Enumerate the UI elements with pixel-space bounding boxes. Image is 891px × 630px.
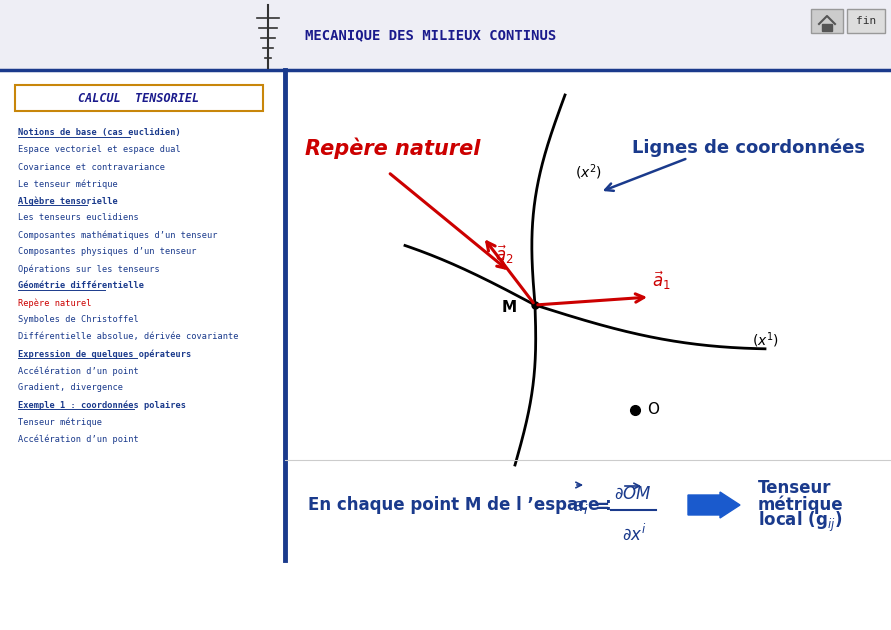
Text: $\partial OM$: $\partial OM$ xyxy=(614,485,651,503)
Text: Espace vectoriel et espace dual: Espace vectoriel et espace dual xyxy=(18,146,181,154)
Text: Covariance et contravariance: Covariance et contravariance xyxy=(18,163,165,171)
Text: En chaque point M de l ’espace :: En chaque point M de l ’espace : xyxy=(308,496,612,514)
Text: Accélération d’un point: Accélération d’un point xyxy=(18,366,139,375)
Text: Le tenseur métrique: Le tenseur métrique xyxy=(18,180,118,189)
Text: Lignes de coordonnées: Lignes de coordonnées xyxy=(632,139,865,158)
Text: Gradient, divergence: Gradient, divergence xyxy=(18,384,123,392)
Text: Composantes physiques d’un tenseur: Composantes physiques d’un tenseur xyxy=(18,248,197,256)
Text: O: O xyxy=(647,403,659,418)
Text: MECANIQUE DES MILIEUX CONTINUS: MECANIQUE DES MILIEUX CONTINUS xyxy=(305,28,556,42)
Text: $(x^2)$: $(x^2)$ xyxy=(575,162,602,182)
Text: fin: fin xyxy=(856,16,876,26)
Text: $\vec{a}_2$: $\vec{a}_2$ xyxy=(495,244,513,266)
Text: CALCUL  TENSORIEL: CALCUL TENSORIEL xyxy=(78,91,200,105)
Bar xyxy=(0,0,891,70)
Text: $(x^1)$: $(x^1)$ xyxy=(752,330,779,350)
Text: Tenseur: Tenseur xyxy=(758,479,831,497)
Text: métrique: métrique xyxy=(758,496,844,514)
Text: Tenseur métrique: Tenseur métrique xyxy=(18,417,102,427)
Text: Les tenseurs euclidiens: Les tenseurs euclidiens xyxy=(18,214,139,222)
Text: $\partial x^i$: $\partial x^i$ xyxy=(622,523,647,543)
Text: Exemple 1 : coordonnées polaires: Exemple 1 : coordonnées polaires xyxy=(18,400,186,410)
Text: $a_i$: $a_i$ xyxy=(572,498,588,516)
Text: Accélération d’un point: Accélération d’un point xyxy=(18,434,139,444)
Text: Composantes mathématiques d’un tenseur: Composantes mathématiques d’un tenseur xyxy=(18,230,217,240)
Text: =: = xyxy=(594,498,609,516)
Text: Notions de base (cas euclidien): Notions de base (cas euclidien) xyxy=(18,129,181,137)
FancyBboxPatch shape xyxy=(847,9,885,33)
Text: Différentielle absolue, dérivée covariante: Différentielle absolue, dérivée covarian… xyxy=(18,333,239,341)
Text: Repère naturel: Repère naturel xyxy=(305,137,480,159)
FancyBboxPatch shape xyxy=(811,9,843,33)
Bar xyxy=(15,85,263,111)
Text: Symboles de Christoffel: Symboles de Christoffel xyxy=(18,316,139,324)
Text: Opérations sur les tenseurs: Opérations sur les tenseurs xyxy=(18,264,159,274)
Text: Expression de quelques opérateurs: Expression de quelques opérateurs xyxy=(18,349,192,358)
Text: $\vec{a}_1$: $\vec{a}_1$ xyxy=(652,270,671,292)
FancyArrow shape xyxy=(688,492,740,518)
Bar xyxy=(822,24,832,31)
Text: Algèbre tensorielle: Algèbre tensorielle xyxy=(18,197,118,206)
Text: M: M xyxy=(502,301,517,316)
Text: Repère naturel: Repère naturel xyxy=(18,298,92,307)
Text: Géométrie différentielle: Géométrie différentielle xyxy=(18,282,144,290)
Text: local (g$_{ij}$): local (g$_{ij}$) xyxy=(758,510,843,534)
